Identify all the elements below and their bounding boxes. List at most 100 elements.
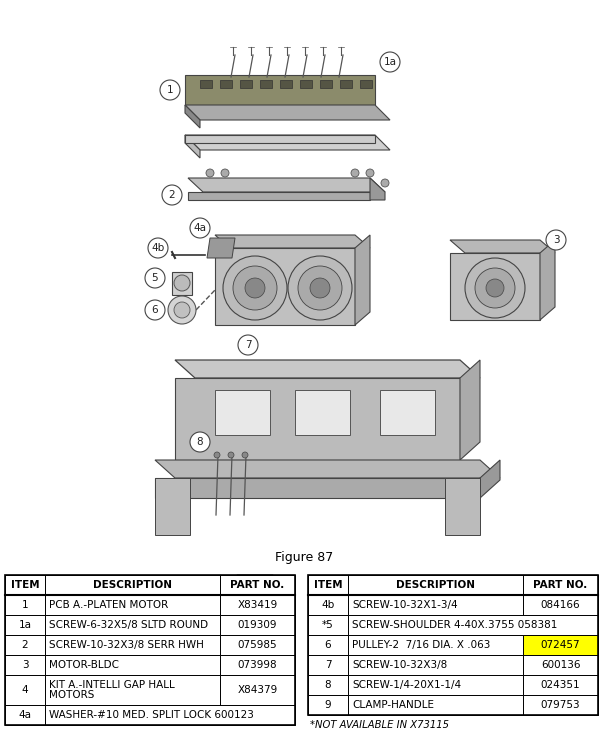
- Text: 5: 5: [151, 273, 158, 283]
- Circle shape: [310, 278, 330, 298]
- Text: X83419: X83419: [237, 600, 278, 610]
- Bar: [220, 655, 295, 675]
- Bar: [215, 390, 270, 435]
- Text: 075985: 075985: [238, 640, 277, 650]
- Polygon shape: [207, 238, 235, 258]
- Text: PART NO.: PART NO.: [533, 580, 587, 590]
- Text: SCREW-10-32X3/8: SCREW-10-32X3/8: [352, 660, 447, 670]
- Bar: [523, 695, 598, 715]
- Polygon shape: [185, 105, 390, 120]
- Bar: [5, 635, 45, 655]
- Bar: [523, 655, 598, 675]
- Text: 4: 4: [22, 685, 29, 695]
- Bar: [523, 595, 598, 615]
- Circle shape: [245, 278, 265, 298]
- Text: 1: 1: [22, 600, 29, 610]
- Bar: [308, 575, 348, 595]
- Text: 7: 7: [325, 660, 331, 670]
- Bar: [348, 575, 523, 595]
- Circle shape: [288, 256, 352, 320]
- Circle shape: [190, 432, 210, 452]
- Bar: [308, 695, 348, 715]
- Circle shape: [366, 169, 374, 177]
- Circle shape: [380, 52, 400, 72]
- Circle shape: [465, 258, 525, 318]
- Bar: [308, 675, 348, 695]
- Text: DESCRIPTION: DESCRIPTION: [396, 580, 475, 590]
- Text: MOTORS: MOTORS: [49, 690, 94, 700]
- Bar: [220, 80, 232, 88]
- Text: 4a: 4a: [18, 710, 32, 720]
- Bar: [240, 80, 252, 88]
- Bar: [360, 80, 372, 88]
- Bar: [200, 80, 212, 88]
- Text: KIT A.-INTELLI GAP HALL: KIT A.-INTELLI GAP HALL: [49, 680, 174, 690]
- Polygon shape: [540, 240, 555, 320]
- Text: PART NO.: PART NO.: [230, 580, 285, 590]
- Bar: [380, 390, 435, 435]
- Bar: [220, 575, 295, 595]
- Bar: [320, 80, 332, 88]
- Text: 1a: 1a: [18, 620, 32, 630]
- Text: PULLEY-2  7/16 DIA. X .063: PULLEY-2 7/16 DIA. X .063: [352, 640, 491, 650]
- Circle shape: [475, 268, 515, 308]
- Polygon shape: [155, 478, 480, 498]
- Text: SCREW-6-32X5/8 SLTD ROUND: SCREW-6-32X5/8 SLTD ROUND: [49, 620, 208, 630]
- Text: 7: 7: [244, 340, 251, 350]
- Polygon shape: [237, 575, 273, 597]
- Polygon shape: [460, 360, 480, 460]
- Polygon shape: [480, 460, 500, 498]
- Bar: [308, 575, 598, 715]
- Bar: [348, 595, 523, 615]
- Text: *NOT AVAILABLE IN X73115: *NOT AVAILABLE IN X73115: [310, 720, 449, 729]
- Circle shape: [145, 268, 165, 288]
- Text: 024351: 024351: [541, 680, 580, 690]
- Circle shape: [351, 169, 359, 177]
- Polygon shape: [215, 235, 370, 248]
- Bar: [280, 80, 292, 88]
- Circle shape: [221, 169, 229, 177]
- Polygon shape: [450, 240, 555, 253]
- Circle shape: [228, 452, 234, 458]
- Polygon shape: [155, 460, 500, 478]
- Bar: [5, 595, 45, 615]
- Text: 9: 9: [252, 602, 258, 612]
- Text: DESCRIPTION: DESCRIPTION: [93, 580, 172, 590]
- Circle shape: [174, 275, 190, 291]
- Bar: [45, 595, 220, 615]
- Circle shape: [160, 80, 180, 100]
- Bar: [348, 615, 598, 635]
- Bar: [348, 635, 523, 655]
- Polygon shape: [188, 192, 370, 200]
- Circle shape: [162, 185, 182, 205]
- Text: 084166: 084166: [541, 600, 580, 610]
- Bar: [5, 675, 45, 705]
- Text: Figure 87: Figure 87: [275, 550, 333, 564]
- Text: SCREW-1/4-20X1-1/4: SCREW-1/4-20X1-1/4: [352, 680, 461, 690]
- Bar: [295, 390, 350, 435]
- Text: ITEM: ITEM: [314, 580, 342, 590]
- Circle shape: [298, 266, 342, 310]
- Polygon shape: [155, 478, 190, 535]
- Text: 019309: 019309: [238, 620, 277, 630]
- Bar: [308, 635, 348, 655]
- Text: 6: 6: [325, 640, 331, 650]
- Circle shape: [486, 279, 504, 297]
- Bar: [220, 615, 295, 635]
- Circle shape: [546, 230, 566, 250]
- Circle shape: [148, 238, 168, 258]
- Bar: [260, 80, 272, 88]
- Bar: [45, 615, 220, 635]
- Polygon shape: [370, 178, 385, 200]
- Bar: [45, 635, 220, 655]
- Polygon shape: [185, 135, 200, 158]
- Circle shape: [214, 452, 220, 458]
- Bar: [220, 675, 295, 705]
- Bar: [308, 655, 348, 675]
- Circle shape: [242, 452, 248, 458]
- Text: CLAMP-HANDLE: CLAMP-HANDLE: [352, 700, 434, 710]
- Text: 1a: 1a: [384, 57, 396, 67]
- Text: 600136: 600136: [541, 660, 580, 670]
- Bar: [45, 575, 220, 595]
- Text: 8: 8: [196, 437, 203, 447]
